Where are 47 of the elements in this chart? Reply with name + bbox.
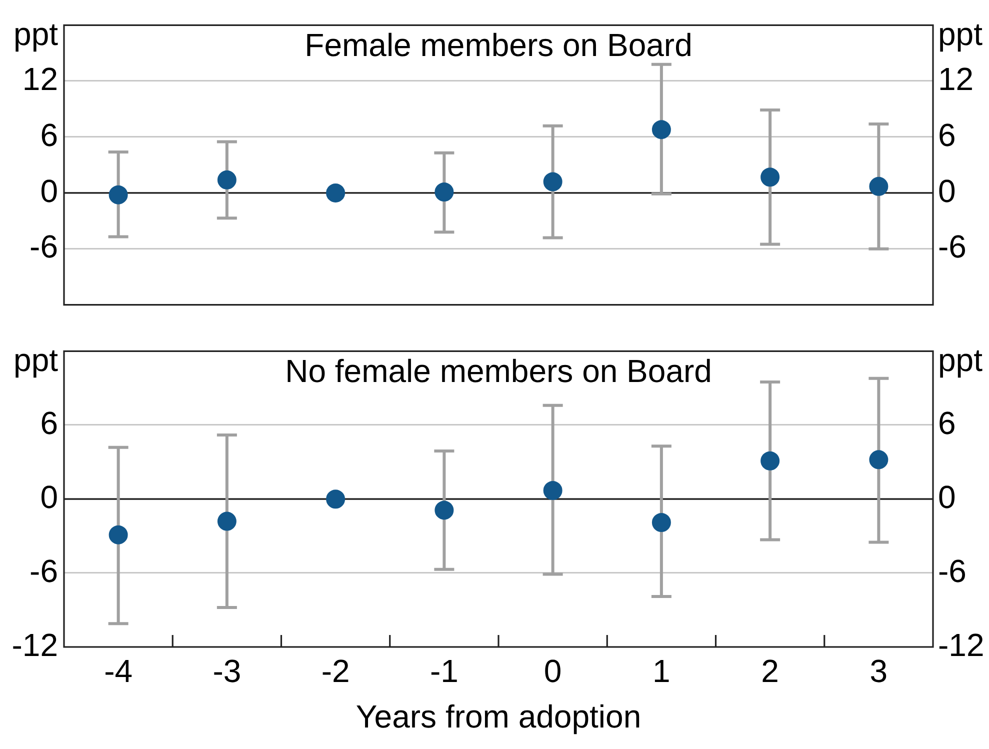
y-tick-label: 6 [40, 116, 58, 153]
y-tick-label: 12 [22, 60, 58, 97]
point [652, 120, 671, 140]
y2-tick-label: 6 [938, 404, 956, 441]
point [869, 176, 888, 196]
point [652, 513, 671, 532]
y2-tick-label: -6 [938, 228, 966, 265]
point [543, 480, 562, 500]
y-axis-title: ppt [14, 16, 58, 52]
y2-tick-label: -6 [938, 552, 966, 589]
x-tick-label: 1 [652, 653, 670, 690]
point [869, 450, 888, 470]
y2-tick-label: 0 [938, 478, 956, 515]
y-tick-label: 0 [40, 478, 58, 515]
point [434, 500, 454, 520]
y2-tick-label: 0 [938, 172, 956, 209]
y-axis-title: ppt [14, 342, 58, 378]
y-tick-label: 6 [40, 404, 58, 441]
chart-title: Female members on Board [304, 27, 692, 64]
point [217, 170, 236, 190]
y-tick-label: -12 [12, 626, 58, 663]
point [326, 490, 346, 509]
point [434, 182, 454, 202]
y2-tick-label: -12 [938, 626, 984, 663]
x-tick-label: 0 [544, 653, 562, 690]
chart-title: No female members on Board [285, 353, 712, 390]
y-tick-label: -6 [30, 228, 58, 265]
point [760, 168, 780, 187]
y2-tick-label: 6 [938, 116, 956, 153]
y-tick-label: 0 [40, 172, 58, 209]
x-axis-title: Years from adoption [356, 698, 642, 735]
x-tick-label: -2 [321, 653, 350, 690]
point [217, 512, 236, 531]
y2-axis-title: ppt [938, 16, 983, 52]
y2-axis-title: ppt [938, 342, 983, 378]
x-tick-label: -3 [212, 653, 242, 690]
x-tick-label: -4 [104, 653, 133, 690]
x-tick-label: 2 [761, 653, 779, 690]
point [543, 172, 562, 192]
point [326, 183, 346, 202]
x-tick-label: 3 [870, 653, 888, 690]
point [760, 451, 780, 470]
y2-tick-label: 12 [938, 60, 974, 97]
point [108, 525, 128, 544]
point [108, 185, 128, 204]
x-tick-label: -1 [430, 653, 458, 690]
y-tick-label: -6 [30, 552, 58, 589]
